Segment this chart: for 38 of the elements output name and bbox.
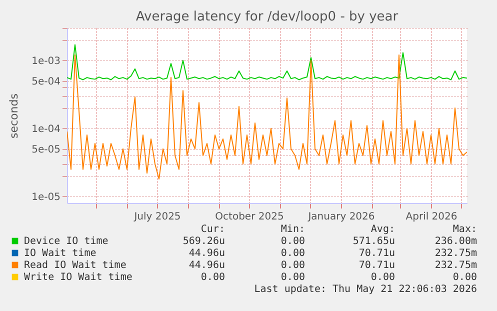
x-tick-label: April 2026 [406,212,458,222]
y-tick-label: 5e-04 [32,76,60,88]
text: 232.75m [434,248,477,259]
text: 0.00 [280,248,305,259]
text: Avg: [370,224,395,235]
legend-label: IO Wait time [24,248,96,259]
x-tick-label: July 2025 [133,212,181,222]
legend-label: Read IO Wait time [24,260,126,271]
y-tick-label: 1e-04 [32,124,60,135]
x-tick-label: October 2025 [215,212,284,222]
text: 236.00m [434,236,477,247]
text: 232.75m [434,260,477,271]
text: 70.71u [358,260,395,271]
text: Last update: Thu May 21 22:06:03 2026 [254,284,477,295]
text: 44.96u [188,248,225,259]
text: 70.71u [358,248,395,259]
line-series [67,54,467,180]
text: 0.00 [452,272,477,283]
chart-title: Average latency for /dev/loop0 - by year [136,10,399,24]
text: 0.00 [280,236,305,247]
y-tick-label: 1e-05 [32,192,60,203]
legend-label: Write IO Wait time [24,272,132,283]
text: Min: [280,224,305,235]
text: 44.96u [188,260,225,271]
y-tick-label: 5e-05 [32,144,60,156]
text: 569.26u [182,236,225,247]
x-tick-label: January 2026 [307,212,375,222]
text: 0.00 [200,272,225,283]
y-axis-title: seconds [8,93,21,138]
line-series [67,44,467,80]
text: 0.00 [280,272,305,283]
text: Cur: [200,224,225,235]
text: 571.65u [352,236,395,247]
text: Max: [452,224,477,235]
text: 0.00 [280,260,305,271]
y-tick-label: 1e-03 [32,56,60,67]
legend-label: Device IO time [24,236,108,247]
text: 0.00 [370,272,395,283]
